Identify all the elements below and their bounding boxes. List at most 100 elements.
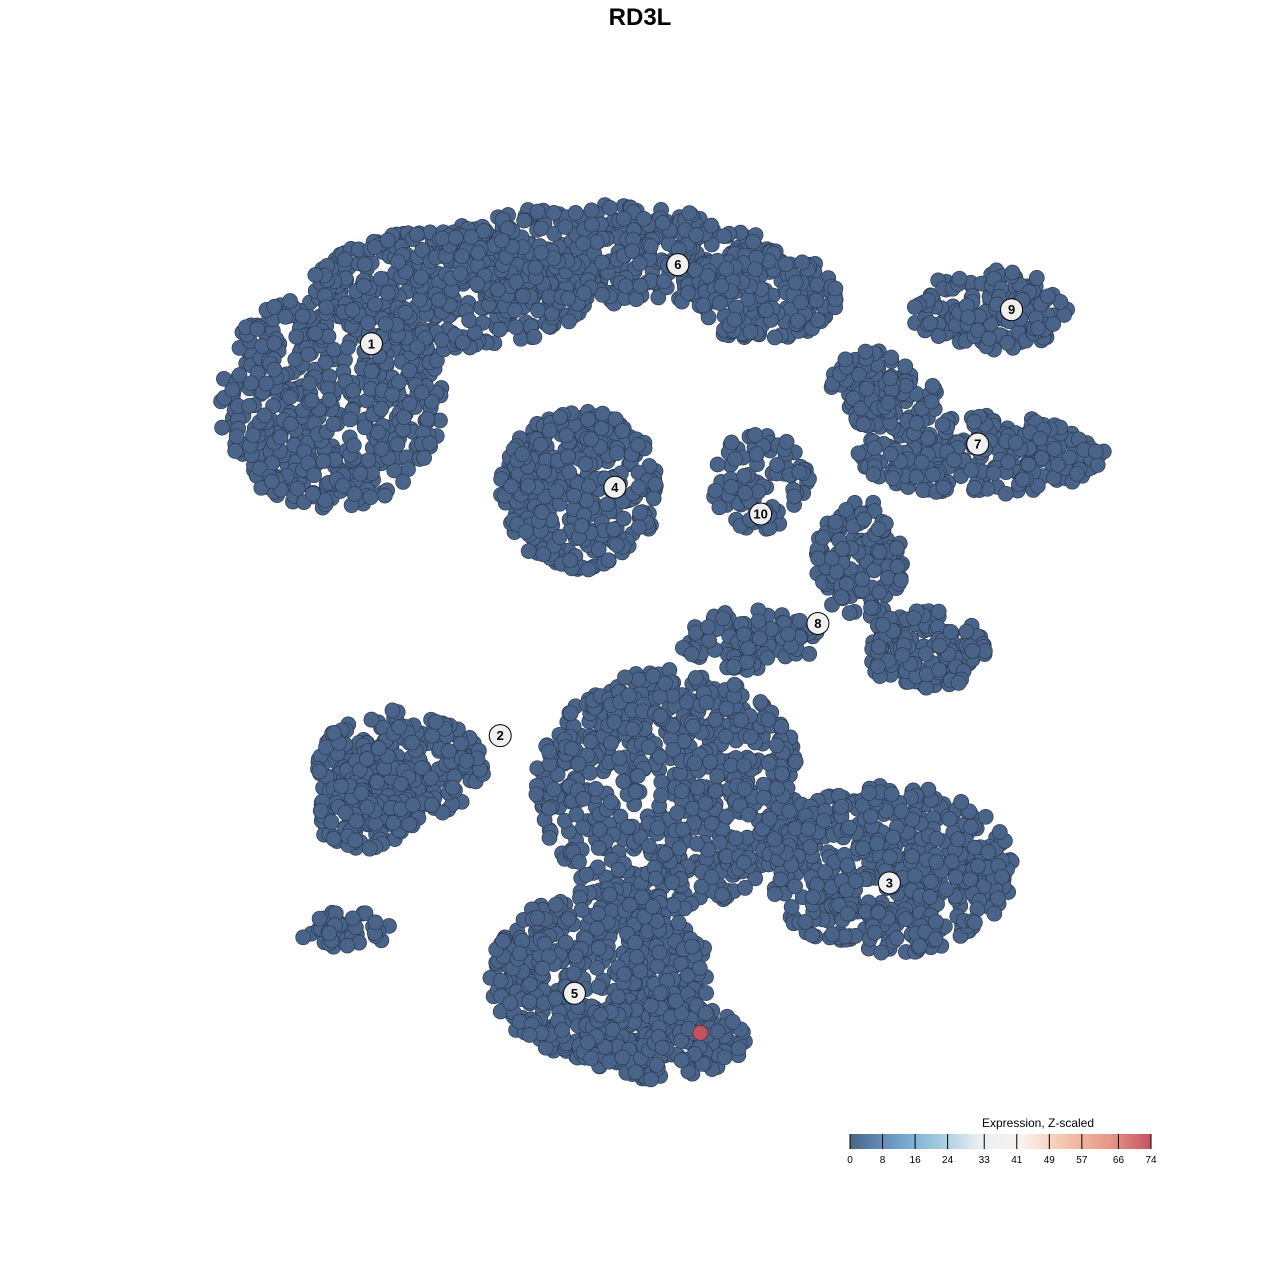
cell-point — [602, 200, 618, 216]
cell-point — [409, 339, 426, 356]
cell-point — [546, 205, 562, 221]
cell-point — [508, 319, 524, 336]
cell-point — [369, 774, 386, 790]
cell-point — [561, 313, 577, 330]
cell-point — [747, 427, 764, 443]
cell-point — [711, 295, 728, 311]
cell-point — [962, 871, 979, 888]
cell-point — [356, 278, 372, 294]
cell-point — [282, 293, 298, 309]
cell-point — [397, 304, 414, 321]
cell-point — [535, 546, 552, 563]
cell-point — [423, 770, 439, 787]
cell-point — [1046, 441, 1063, 457]
cell-point — [628, 291, 645, 308]
cell-point — [928, 830, 945, 847]
cell-point — [815, 529, 831, 546]
cell-point — [925, 466, 941, 483]
cell-point — [755, 789, 772, 806]
cell-point — [530, 302, 546, 319]
cell-point — [994, 868, 1010, 885]
cell-point — [953, 794, 969, 810]
cell-point — [1029, 320, 1046, 337]
cell-point — [318, 739, 334, 756]
cell-point — [629, 949, 645, 965]
cell-point — [264, 473, 280, 490]
cell-point — [408, 226, 425, 243]
cell-point — [325, 831, 342, 847]
cell-point — [243, 375, 260, 392]
chart-title: RD3L — [608, 4, 672, 31]
cell-point — [536, 463, 552, 480]
cell-point — [686, 755, 703, 772]
cell-point — [894, 647, 911, 663]
cell-point — [911, 938, 928, 955]
cell-point — [726, 676, 743, 693]
cell-point — [591, 821, 608, 838]
cell-point — [379, 232, 396, 249]
cell-point — [311, 763, 328, 780]
cell-point — [1045, 316, 1062, 332]
cell-point — [870, 638, 887, 655]
cell-point — [541, 743, 557, 760]
cell-point — [391, 719, 408, 736]
cell-point — [580, 411, 596, 428]
cell-point — [312, 803, 329, 819]
cell-point — [736, 468, 752, 484]
cell-point — [856, 511, 872, 528]
cell-point — [303, 392, 320, 409]
cell-point — [562, 705, 579, 722]
cell-point — [747, 261, 764, 278]
cell-point — [736, 757, 752, 774]
cell-point — [707, 783, 724, 799]
cell-point — [266, 361, 283, 378]
cell-point — [528, 786, 545, 803]
cell-point — [789, 312, 806, 329]
cell-point — [602, 794, 619, 810]
cell-point — [493, 232, 510, 249]
cell-point — [345, 382, 361, 399]
cell-point — [748, 446, 765, 463]
cell-point — [691, 960, 708, 976]
cell-point — [413, 384, 430, 401]
cell-point — [942, 623, 959, 640]
cell-point — [624, 243, 641, 259]
cell-point — [541, 422, 558, 439]
cell-point — [800, 821, 817, 837]
cell-point — [404, 734, 421, 751]
cell-point — [991, 824, 1008, 840]
cell-point — [1007, 434, 1024, 451]
cell-point — [335, 477, 351, 494]
cell-point — [357, 256, 373, 273]
cell-point — [870, 904, 887, 921]
cell-point — [652, 985, 669, 1002]
cell-point — [551, 529, 568, 545]
cell-point — [227, 443, 244, 459]
cell-point — [1028, 270, 1045, 286]
cell-point — [389, 436, 406, 453]
cell-point — [630, 519, 647, 536]
cell-point — [421, 435, 438, 452]
cell-point — [871, 543, 888, 560]
cell-point — [726, 311, 743, 328]
cell-point — [855, 416, 872, 432]
cell-point — [768, 737, 785, 754]
cell-point — [703, 815, 720, 832]
cell-point — [882, 849, 898, 865]
cell-point — [636, 210, 652, 227]
cell-point — [644, 898, 661, 915]
cell-point — [709, 456, 726, 473]
cell-point — [272, 429, 289, 446]
cell-point — [630, 479, 647, 496]
cell-point — [562, 552, 579, 569]
cell-point — [583, 431, 599, 448]
cell-point — [520, 543, 537, 559]
cell-point — [300, 346, 317, 363]
cell-point — [521, 993, 538, 1010]
cell-point — [815, 812, 832, 829]
cell-point — [783, 899, 800, 915]
cell-point — [423, 797, 440, 813]
cell-point — [599, 496, 616, 513]
cell-point — [874, 616, 891, 633]
